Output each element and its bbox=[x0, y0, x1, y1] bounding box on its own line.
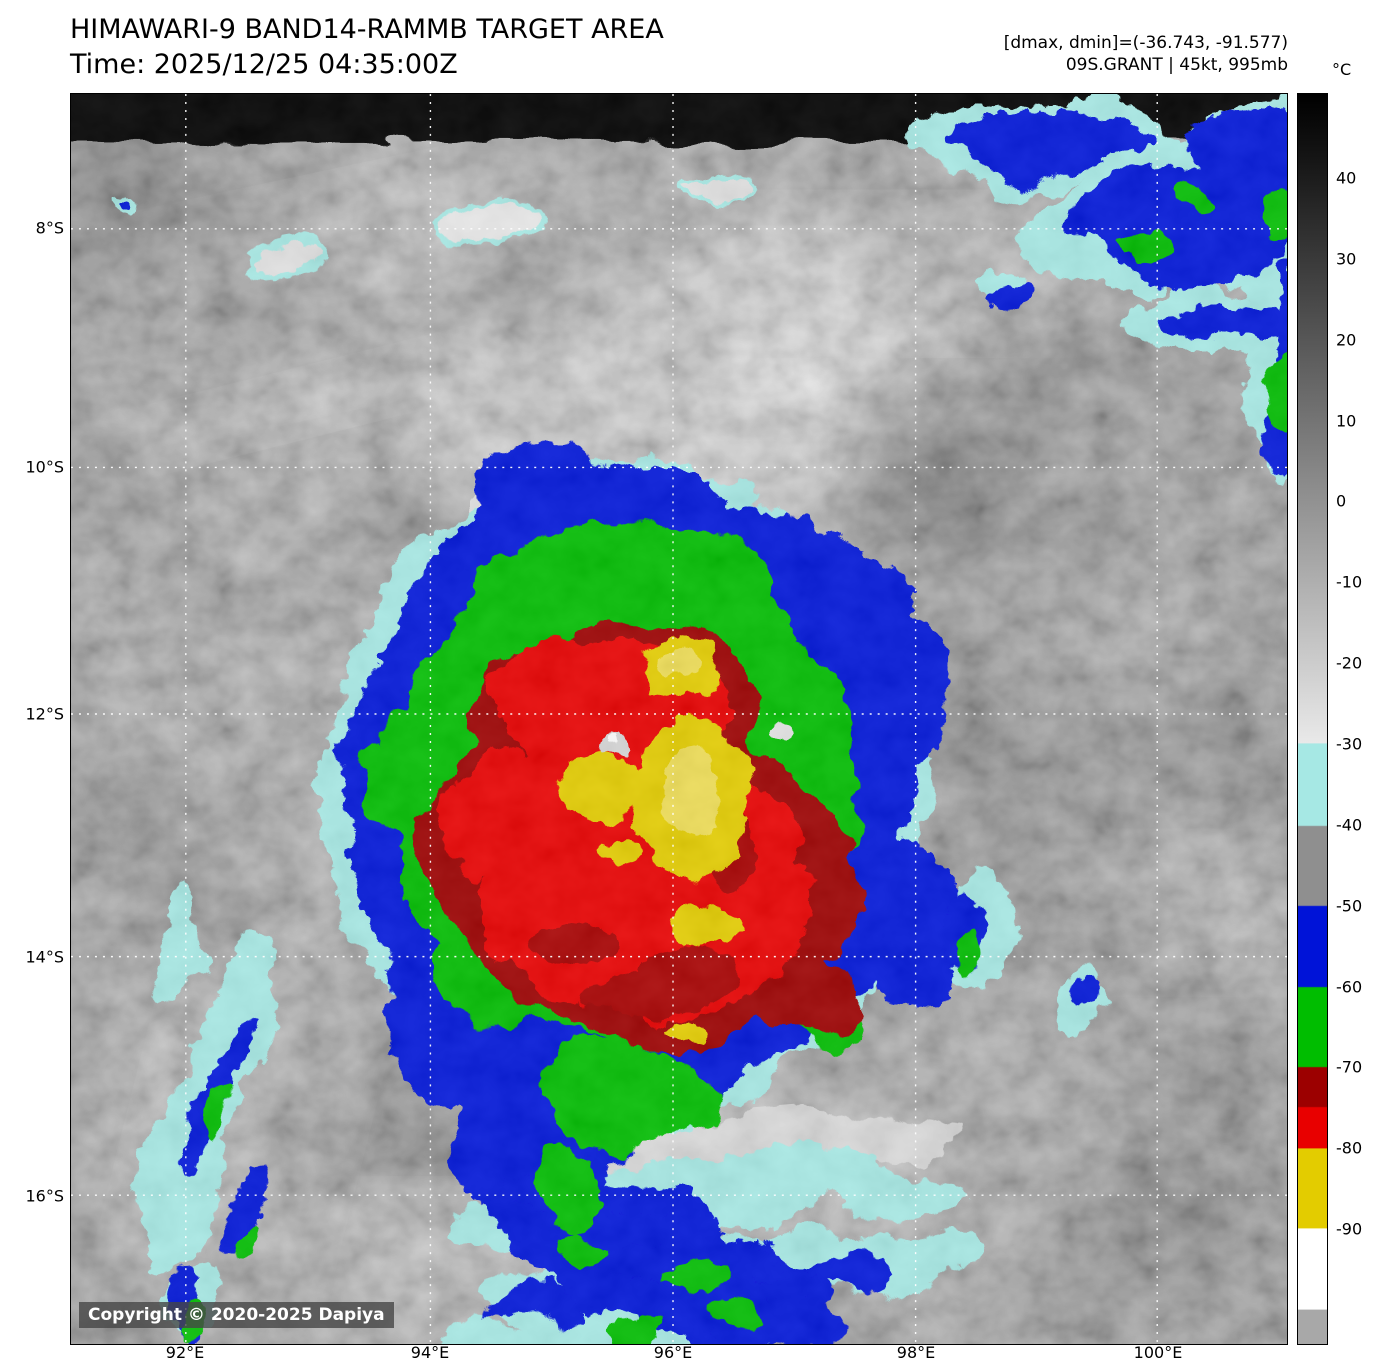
colorbar-tick-label: -70 bbox=[1336, 1057, 1363, 1077]
grain-overlay bbox=[71, 94, 1287, 1344]
colorbar-tick-label: 0 bbox=[1336, 491, 1347, 511]
colorbar-tick-label: 40 bbox=[1336, 168, 1357, 188]
colorbar-tick-label: -20 bbox=[1336, 653, 1363, 673]
copyright-badge: Copyright © 2020-2025 Dapiya bbox=[79, 1302, 394, 1328]
storm-info: 09S.GRANT | 45kt, 995mb bbox=[1065, 55, 1288, 76]
colorbar-tick-label: 20 bbox=[1336, 330, 1357, 350]
colorbar-tick-label: -50 bbox=[1336, 896, 1363, 916]
header-info: [dmax, dmin]=(-36.743, -91.577) 09S.GRAN… bbox=[1004, 32, 1288, 77]
lat-tick-label: 12°S bbox=[25, 704, 64, 724]
colorbar-ticks: 40 30 20 10 0 -10 -20 -30 -40 -50 -60 -7… bbox=[1336, 93, 1388, 1345]
colorbar-tick-label: -40 bbox=[1336, 815, 1363, 835]
gridlines bbox=[71, 94, 1287, 1344]
lon-tick-label: 96°E bbox=[653, 1343, 693, 1359]
satellite-map: Copyright © 2020-2025 Dapiya bbox=[70, 93, 1288, 1345]
colorbar-tick-label: -10 bbox=[1336, 572, 1363, 592]
header: HIMAWARI-9 BAND14-RAMMB TARGET AREA Time… bbox=[70, 14, 664, 80]
satellite-image bbox=[71, 94, 1287, 1344]
lon-tick-label: 98°E bbox=[896, 1343, 936, 1359]
colorbar-tick-label: -80 bbox=[1336, 1138, 1363, 1158]
colorbar-tick-label: 10 bbox=[1336, 411, 1357, 431]
lon-tick-label: 100°E bbox=[1133, 1343, 1183, 1359]
lat-tick-label: 16°S bbox=[25, 1186, 64, 1206]
colorbar-tick-label: -30 bbox=[1336, 734, 1363, 754]
colorbar-tick-label: -60 bbox=[1336, 977, 1363, 997]
colorbar-gradient bbox=[1297, 93, 1328, 1345]
page-title: HIMAWARI-9 BAND14-RAMMB TARGET AREA bbox=[70, 14, 664, 45]
colorbar-unit: °C bbox=[1332, 60, 1352, 79]
dmax-dmin-readout: [dmax, dmin]=(-36.743, -91.577) bbox=[1003, 33, 1288, 53]
lon-tick-label: 92°E bbox=[165, 1343, 205, 1359]
colorbar-tick-label: 30 bbox=[1336, 249, 1357, 269]
colorbar-tick-label: -90 bbox=[1336, 1219, 1363, 1239]
lat-tick-label: 10°S bbox=[25, 457, 64, 477]
lat-tick-label: 14°S bbox=[25, 947, 64, 967]
lon-tick-label: 94°E bbox=[410, 1343, 450, 1359]
lat-tick-label: 8°S bbox=[35, 218, 64, 238]
timestamp: Time: 2025/12/25 04:35:00Z bbox=[70, 49, 458, 80]
